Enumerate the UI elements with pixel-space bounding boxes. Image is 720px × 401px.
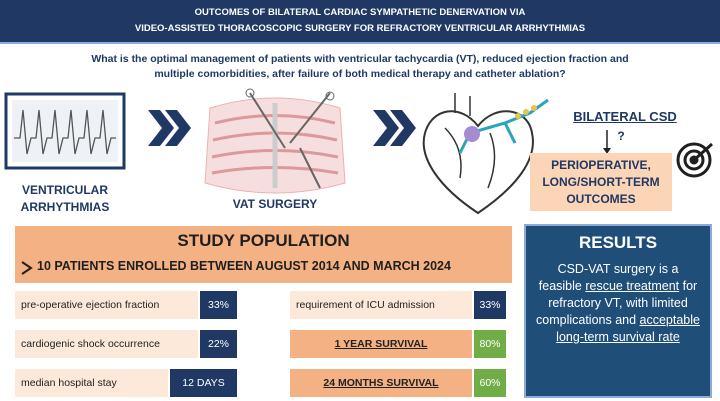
results-text: CSD-VAT surgery is a feasible rescue tre… (536, 261, 700, 346)
label-line: LONG/SHORT-TERM (542, 174, 660, 189)
csd-label: BILATERAL CSD (573, 109, 677, 124)
question: What is the optimal management of patien… (20, 52, 700, 82)
stat-label: 24 MONTHS SURVIVAL (290, 369, 472, 397)
heart-illustration (422, 93, 549, 215)
flow-icons (4, 88, 713, 215)
stat-label: cardiogenic shock occurrence (15, 330, 198, 358)
emphasis: rescue treatment (585, 279, 680, 293)
target-icon (676, 142, 713, 178)
question-line: multiple comorbidities, after failure of… (154, 68, 566, 80)
label-line: VENTRICULAR (22, 183, 108, 197)
results-title: RESULTS (578, 233, 658, 252)
bullet-icon (21, 261, 33, 275)
label-line: PERIOPERATIVE, (551, 157, 651, 172)
stat-value: 60% (474, 369, 506, 397)
surgery-illustration (204, 88, 346, 194)
emphasis: acceptable long-term survival rate (556, 313, 700, 344)
stat-value: 33% (474, 291, 506, 319)
csd-arrow (603, 130, 611, 154)
label-line: OUTCOMES (566, 191, 636, 206)
chevrons (148, 110, 416, 146)
stat-value: 33% (200, 291, 237, 319)
stat-label: median hospital stay (15, 369, 168, 397)
question-line: What is the optimal management of patien… (91, 53, 629, 65)
stat-value: 80% (474, 330, 506, 358)
outcomes-box: PERIOPERATIVE, LONG/SHORT-TERM OUTCOMES (530, 153, 672, 211)
section-title: STUDY POPULATION (177, 231, 350, 250)
section-subtitle: 10 PATIENTS ENROLLED BETWEEN AUGUST 2014… (37, 259, 451, 273)
title-line: OUTCOMES OF BILATERAL CARDIAC SYMPATHETI… (194, 7, 526, 18)
surgery-label: VAT SURGERY (232, 197, 318, 211)
stat-label: pre-operative ejection fraction (15, 291, 198, 319)
text: for refractory VT, with limited complica… (536, 279, 698, 327)
stat-label: requirement of ICU admission (290, 291, 472, 319)
arrhythmias-label: VENTRICULAR ARRHYTHMIAS (0, 182, 130, 216)
study-population: STUDY POPULATION 10 PATIENTS ENROLLED BE… (15, 226, 512, 283)
stat-label: 1 YEAR SURVIVAL (290, 330, 472, 358)
header: OUTCOMES OF BILATERAL CARDIAC SYMPATHETI… (0, 0, 720, 44)
label-line: ARRHYTHMIAS (20, 200, 110, 214)
text: CSD-VAT surgery is a feasible (538, 262, 679, 293)
stat-value: 12 DAYS (170, 369, 237, 397)
stat-value: 22% (200, 330, 237, 358)
question-mark: ? (617, 129, 625, 143)
ecg-monitor (4, 92, 126, 170)
title-line: VIDEO-ASSISTED THORACOSCOPIC SURGERY FOR… (134, 23, 586, 34)
results-box: RESULTS CSD-VAT surgery is a feasible re… (524, 224, 712, 398)
